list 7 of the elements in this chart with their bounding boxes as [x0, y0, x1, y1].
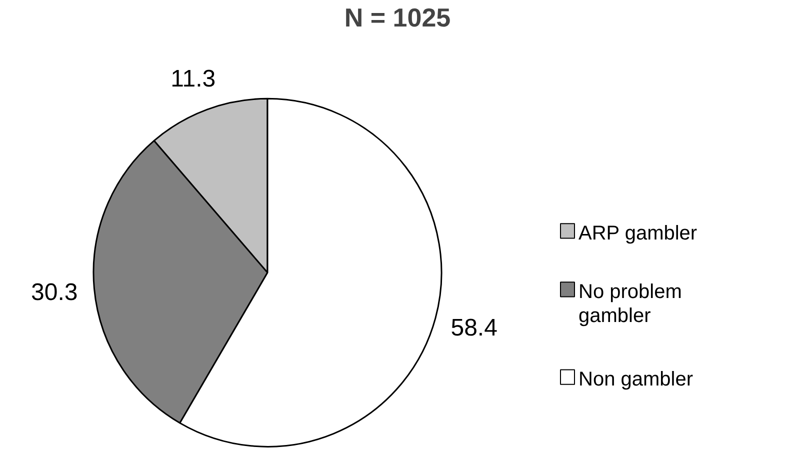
data-label: 30.3 — [31, 279, 78, 306]
chart-title: N = 1025 — [344, 2, 451, 32]
data-label: 11.3 — [170, 65, 216, 92]
data-label: 58.4 — [450, 314, 498, 342]
legend-label: No problem gambler — [578, 281, 682, 328]
legend-label: ARP gambler — [578, 222, 698, 245]
legend-label: Non gambler — [578, 368, 694, 391]
